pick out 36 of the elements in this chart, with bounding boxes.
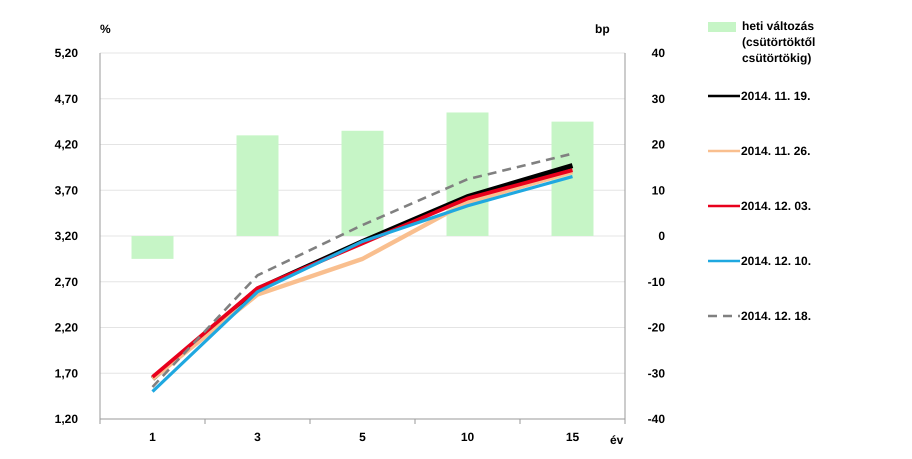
x-tick-label: 5 (359, 430, 366, 444)
bar (236, 135, 278, 236)
y2-tick-label: -20 (648, 320, 666, 334)
legend-label: 2014. 12. 03. (741, 199, 812, 213)
y2-tick-label: -40 (648, 412, 666, 426)
legend-label: 2014. 11. 19. (741, 89, 810, 103)
bar (132, 236, 174, 259)
y-tick-label: 4,20 (54, 138, 78, 152)
y2-axis-title: bp (595, 22, 610, 36)
x-tick-label: 1 (149, 430, 156, 444)
y2-tick-label: -10 (648, 274, 666, 289)
y-tick-label: 1,20 (54, 412, 78, 426)
y2-tick-label: 10 (652, 183, 666, 198)
x-axis-title: év (610, 433, 624, 447)
x-tick-label: 15 (566, 430, 580, 444)
legend-label: 2014. 12. 10. (741, 254, 812, 268)
legend-label: heti változás (csütörtöktől csütörtökig) (742, 19, 816, 65)
y2-tick-label: 40 (652, 46, 666, 60)
y-tick-label: 2,20 (54, 320, 78, 334)
y-tick-label: 4,70 (54, 92, 78, 106)
bar (552, 122, 594, 236)
x-tick-label: 3 (254, 430, 262, 444)
y-tick-label: 2,70 (54, 274, 78, 289)
y-tick-label: 5,20 (54, 46, 78, 60)
bar (342, 130, 384, 236)
y-tick-label: 3,20 (54, 229, 78, 243)
y-tick-label: 3,70 (54, 183, 78, 198)
y-axis-title: % (100, 22, 111, 36)
legend-label: 2014. 12. 18. (741, 309, 812, 323)
y2-tick-label: 30 (652, 92, 666, 106)
y-tick-label: 1,70 (54, 366, 78, 380)
y2-tick-label: -30 (648, 366, 666, 380)
x-tick-label: 10 (460, 430, 474, 444)
legend-label: 2014. 11. 26. (741, 144, 810, 158)
y2-tick-label: 20 (652, 138, 666, 152)
y2-tick-label: 0 (658, 229, 666, 243)
